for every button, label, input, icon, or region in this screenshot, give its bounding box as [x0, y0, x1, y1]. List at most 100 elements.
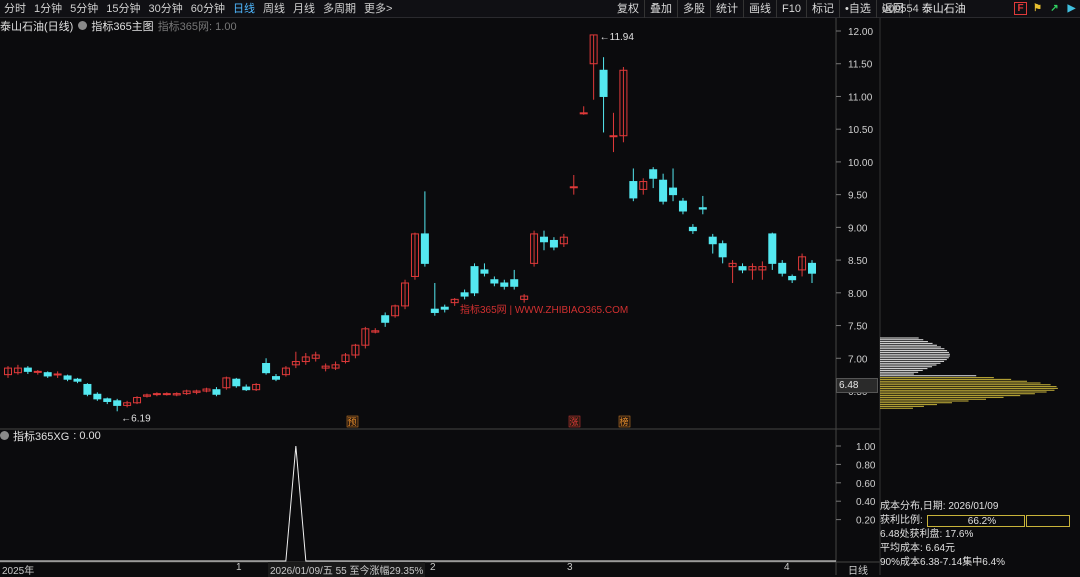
main-chart-title: 泰山石油(日线)	[0, 20, 74, 33]
candle-body	[321, 365, 330, 369]
candle-body	[182, 390, 191, 395]
candle-body	[311, 354, 320, 359]
price-tick-label: 10.50	[848, 125, 873, 136]
date-label-year: 2025年	[2, 566, 35, 577]
toolbar-button-7[interactable]: •自选	[840, 0, 877, 18]
toolbar-button-5[interactable]: F10	[777, 0, 807, 18]
candle-body	[391, 305, 400, 317]
main-indicator-param: 指标365网: 1.00	[157, 20, 237, 33]
signal-marker-1: 涨	[570, 417, 579, 428]
candle-body	[33, 370, 42, 373]
price-tick-label: 12.00	[848, 27, 873, 38]
candle-body	[430, 308, 439, 313]
period-tab-5[interactable]: 60分钟	[190, 3, 225, 15]
candle-body	[530, 233, 539, 264]
candle-body	[63, 375, 72, 380]
toolbar-button-1[interactable]: 叠加	[645, 0, 678, 18]
settings-icon[interactable]	[0, 431, 9, 440]
sub-indicator-name[interactable]: 指标365XG	[13, 430, 70, 443]
toolbar: 分时 1分钟 5分钟 15分钟 30分钟 60分钟 日线 周线 月线 多周期 更多> 复权 叠加 多股统…	[0, 0, 1080, 18]
signal-marker-box	[568, 415, 581, 428]
signal-line	[0, 445, 836, 562]
toolbar-icons: F ⚑ ↗ ▶	[1014, 2, 1078, 15]
period-tab-4[interactable]: 30分钟	[148, 3, 183, 15]
candle-body	[808, 262, 816, 274]
period-tab-6[interactable]: 日线	[233, 3, 255, 15]
candle-body	[142, 394, 151, 397]
cost-distribution-panel: 成本分布,日期: 2026/01/09 获利比例: 66.2% 6.48处获利盘…	[880, 500, 1080, 570]
candle-body	[162, 393, 171, 396]
signal-marker-box	[618, 415, 631, 428]
candle-body	[559, 236, 568, 245]
price-tick-label: 7.00	[848, 354, 868, 365]
period-tab-7[interactable]: 周线	[263, 3, 285, 15]
candle-body	[669, 187, 678, 196]
candle-body	[510, 279, 519, 287]
candle-body	[778, 262, 787, 274]
candle-body	[659, 179, 668, 202]
candle-body	[93, 393, 102, 400]
candle-body	[728, 262, 737, 268]
date-label-month-2: 2	[430, 562, 436, 573]
cost-concentration: 90%成本6.38-7.14集中6.4%	[880, 557, 1006, 568]
signal-marker-box	[346, 415, 359, 428]
profit-at-price: 6.48处获利盘: 17.6%	[880, 529, 974, 540]
toolbar-button-3[interactable]: 统计	[711, 0, 744, 18]
play-icon[interactable]: ▶	[1067, 3, 1076, 14]
candle-body	[103, 398, 112, 402]
f10-icon[interactable]: F	[1014, 2, 1027, 15]
watermark-text: 指标365网 | WWW.ZHIBIAO365.COM	[460, 303, 628, 316]
candle-body	[43, 372, 52, 377]
candle-body	[698, 207, 707, 210]
cost-date: 成本分布,日期: 2026/01/09	[880, 501, 999, 512]
candle-body	[619, 69, 628, 137]
candle-body	[599, 69, 608, 97]
candle-body	[53, 373, 62, 376]
candle-body	[579, 112, 588, 115]
stock-code: 000554	[882, 3, 919, 15]
toolbar-button-0[interactable]: 复权	[612, 0, 645, 18]
candle-body	[192, 390, 201, 393]
signal-marker-2: 榜	[620, 416, 629, 428]
candle-body	[232, 378, 241, 387]
candle-body	[738, 266, 747, 271]
toolbar-button-4[interactable]: 画线	[744, 0, 777, 18]
candle-body	[569, 186, 578, 189]
period-tab-2[interactable]: 5分钟	[70, 3, 99, 15]
settings-icon[interactable]	[78, 21, 88, 30]
period-tab-0[interactable]: 分时	[4, 3, 26, 15]
toolbar-button-2[interactable]: 多股	[678, 0, 711, 18]
candle-body	[242, 386, 251, 391]
main-indicator-name[interactable]: 指标365主图	[91, 20, 154, 33]
candle-body	[222, 377, 231, 389]
toolbar-button-8[interactable]: 返回	[877, 0, 910, 18]
candle-body	[768, 233, 777, 264]
candle-body	[480, 269, 489, 274]
candle-body	[401, 282, 410, 307]
candle-body	[490, 279, 499, 284]
period-tab-8[interactable]: 月线	[293, 3, 315, 15]
candle-body	[361, 328, 370, 346]
period-tab-9[interactable]: 多周期	[323, 3, 356, 15]
candle-body	[202, 388, 211, 392]
flag-icon[interactable]: ⚑	[1033, 3, 1042, 14]
candle-body	[113, 400, 122, 406]
candle-body	[83, 383, 92, 395]
candle-body	[351, 344, 360, 356]
toolbar-button-6[interactable]: 标记	[807, 0, 840, 18]
profit-ratio-row: 获利比例: 66.2%	[880, 514, 1080, 528]
candle-body	[23, 367, 32, 372]
arrow-icon[interactable]: ↗	[1050, 3, 1059, 14]
candle-body	[440, 306, 449, 310]
period-tab-3[interactable]: 15分钟	[106, 3, 141, 15]
profit-ratio-label: 获利比例:	[880, 515, 923, 526]
average-cost: 平均成本: 6.64元	[880, 543, 956, 554]
candle-body	[748, 266, 757, 271]
main-chart-header: 泰山石油(日线) 指标365主图 指标365网: 1.00	[0, 18, 237, 33]
candle-body	[123, 402, 132, 406]
price-tick-label: 7.50	[848, 322, 868, 333]
period-tab-1[interactable]: 1分钟	[34, 3, 63, 15]
period-tab-10[interactable]: 更多>	[364, 3, 393, 15]
signal-marker-0: 预	[348, 417, 357, 428]
